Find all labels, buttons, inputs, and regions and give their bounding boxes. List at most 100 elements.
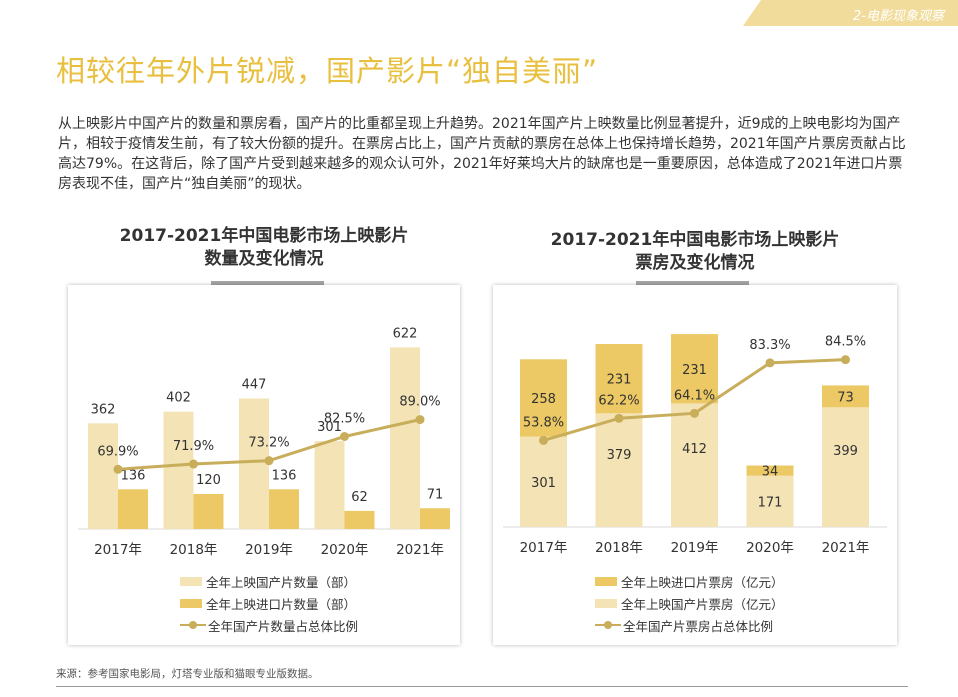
- bar-domestic-boxoffice: [671, 403, 718, 527]
- x-tick-label: 2018年: [170, 542, 218, 558]
- chart-2-title-line-2: 票房及变化情况: [635, 253, 755, 273]
- data-label-imported-boxoffice: 231: [607, 373, 632, 388]
- data-label-domestic-boxoffice: 379: [607, 448, 632, 463]
- x-tick-label: 2018年: [595, 540, 643, 556]
- x-tick-label: 2021年: [822, 540, 870, 556]
- ratio-label: 69.9%: [97, 444, 138, 459]
- legend-item-domestic-ratio: 全年国产片数量占总体比例: [180, 614, 358, 636]
- data-label-domestic-boxoffice: 171: [758, 495, 783, 510]
- bar-domestic-count: [163, 411, 194, 529]
- chart-1-svg: 362 136 2017年 402 120 2018年 447 136 2019年 301 62 20…: [78, 326, 450, 558]
- legend-label: 全年国产片数量占总体比例: [208, 618, 359, 634]
- data-label-imported-count: 136: [121, 468, 146, 483]
- data-label-domestic-count: 447: [242, 377, 267, 392]
- chart-2-title-line-1: 2017-2021年中国电影市场上映影片: [550, 230, 840, 250]
- x-tick-label: 2020年: [746, 540, 794, 556]
- ratio-label: 62.2%: [598, 393, 639, 408]
- bar-imported-count: [269, 489, 299, 529]
- legend-line-swatch: [180, 620, 206, 630]
- legend-label: 全年国产片票房占总体比例: [623, 618, 774, 634]
- chart-1-title-line-2: 数量及变化情况: [204, 249, 324, 269]
- data-label-imported-count: 120: [196, 473, 221, 488]
- legend-label: 全年上映国产片数量（部）: [206, 574, 357, 590]
- legend-swatch: [595, 598, 617, 608]
- bar-domestic-boxoffice: [822, 407, 869, 527]
- x-tick-label: 2020年: [321, 542, 369, 558]
- ratio-point: [189, 459, 198, 469]
- bar-imported-count: [344, 510, 375, 529]
- legend-item-imported-boxoffice: 全年上映进口片票房（亿元）: [595, 570, 784, 592]
- bar-domestic-count: [390, 347, 420, 529]
- ratio-label: 71.9%: [173, 439, 214, 454]
- chart-1-title-line-1: 2017-2021年中国电影市场上映影片: [119, 226, 409, 246]
- bar-imported-count: [420, 508, 450, 529]
- bar-domestic-count: [88, 423, 118, 529]
- bar-imported-boxoffice: [595, 344, 643, 414]
- ratio-point: [340, 432, 349, 441]
- x-tick-label: 2021年: [396, 542, 444, 558]
- ratio-point: [539, 435, 548, 445]
- bar-imported-boxoffice: [671, 334, 718, 404]
- ratio-point: [113, 464, 123, 474]
- chart-1-title: 2017-2021年中国电影市场上映影片 数量及变化情况: [68, 225, 460, 271]
- ratio-point: [415, 415, 425, 425]
- data-label-domestic-count: 402: [166, 391, 191, 406]
- ratio-point: [765, 358, 775, 368]
- data-label-imported-boxoffice: 231: [682, 363, 707, 378]
- chart-2-title: 2017-2021年中国电影市场上映影片 票房及变化情况: [493, 229, 897, 275]
- ratio-label: 89.0%: [399, 395, 440, 410]
- legend-label: 全年上映国产片票房（亿元）: [621, 596, 784, 612]
- section-tag-text: 2-电影现象观察: [853, 9, 944, 24]
- bar-imported-boxoffice: [746, 465, 794, 476]
- bar-domestic-count: [239, 398, 269, 529]
- data-label-imported-count: 71: [427, 487, 444, 502]
- bar-domestic-boxoffice: [520, 436, 567, 527]
- data-label-domestic-boxoffice: 399: [833, 444, 858, 459]
- ratio-label: 84.5%: [825, 335, 866, 350]
- bar-imported-count: [118, 489, 148, 529]
- bar-domestic-boxoffice: [746, 475, 794, 527]
- data-label-domestic-boxoffice: 301: [531, 476, 556, 491]
- legend-line-swatch: [595, 620, 621, 630]
- data-label-domestic-count: 301: [317, 420, 342, 435]
- page-headline: 相较往年外片锐减，国产影片“独自美丽”: [56, 54, 599, 88]
- ratio-label: 73.2%: [248, 436, 289, 451]
- data-label-imported-count: 62: [351, 490, 368, 505]
- footer-divider: [56, 686, 908, 687]
- chart-1-panel: 362 136 2017年 402 120 2018年 447 136 2019年 301 62 20…: [68, 285, 460, 645]
- legend-item-imported-count: 全年上映进口片数量（部）: [180, 592, 358, 614]
- legend-swatch: [595, 576, 617, 586]
- data-label-imported-boxoffice: 73: [837, 390, 854, 405]
- data-label-domestic-count: 622: [393, 326, 418, 341]
- chart-2-legend: 全年上映进口片票房（亿元） 全年上映国产片票房（亿元） 全年国产片票房占总体比例: [595, 570, 784, 636]
- x-tick-label: 2019年: [671, 540, 719, 556]
- bar-domestic-count: [314, 441, 345, 529]
- data-label-imported-boxoffice: 258: [531, 392, 556, 407]
- bar-imported-boxoffice: [520, 359, 567, 437]
- ratio-point: [614, 413, 624, 423]
- legend-swatch: [180, 598, 202, 608]
- ratio-point: [690, 408, 699, 418]
- ratio-point: [264, 456, 274, 466]
- chart-2-title-underline: [636, 281, 749, 285]
- chart-1-legend: 全年上映国产片数量（部） 全年上映进口片数量（部） 全年国产片数量占总体比例: [180, 570, 358, 636]
- chart-2-panel: 301 258 2017年 379 231 2018年 412 231 2019年 171 34 20…: [493, 285, 897, 645]
- ratio-label: 82.5%: [324, 412, 365, 427]
- bar-imported-boxoffice: [822, 385, 869, 408]
- legend-swatch: [180, 576, 202, 586]
- data-label-domestic-count: 362: [91, 402, 116, 417]
- x-tick-label: 2017年: [94, 542, 142, 558]
- ratio-label: 53.8%: [523, 415, 564, 430]
- x-tick-label: 2017年: [520, 540, 568, 556]
- legend-label: 全年上映进口片数量（部）: [206, 596, 357, 612]
- legend-item-domestic-count: 全年上映国产片数量（部）: [180, 570, 358, 592]
- chart-1-title-underline: [211, 281, 324, 285]
- section-tag: 2-电影现象观察: [743, 0, 958, 26]
- x-tick-label: 2019年: [245, 542, 293, 558]
- ratio-point: [841, 355, 850, 365]
- bar-domestic-boxoffice: [595, 413, 643, 527]
- intro-paragraph: 从上映影片中国产片的数量和票房看，国产片的比重都呈现上升趋势。2021年国产片上…: [58, 116, 906, 192]
- ratio-label: 64.1%: [674, 388, 715, 403]
- ratio-label: 83.3%: [749, 338, 790, 353]
- data-label-imported-boxoffice: 34: [762, 465, 779, 480]
